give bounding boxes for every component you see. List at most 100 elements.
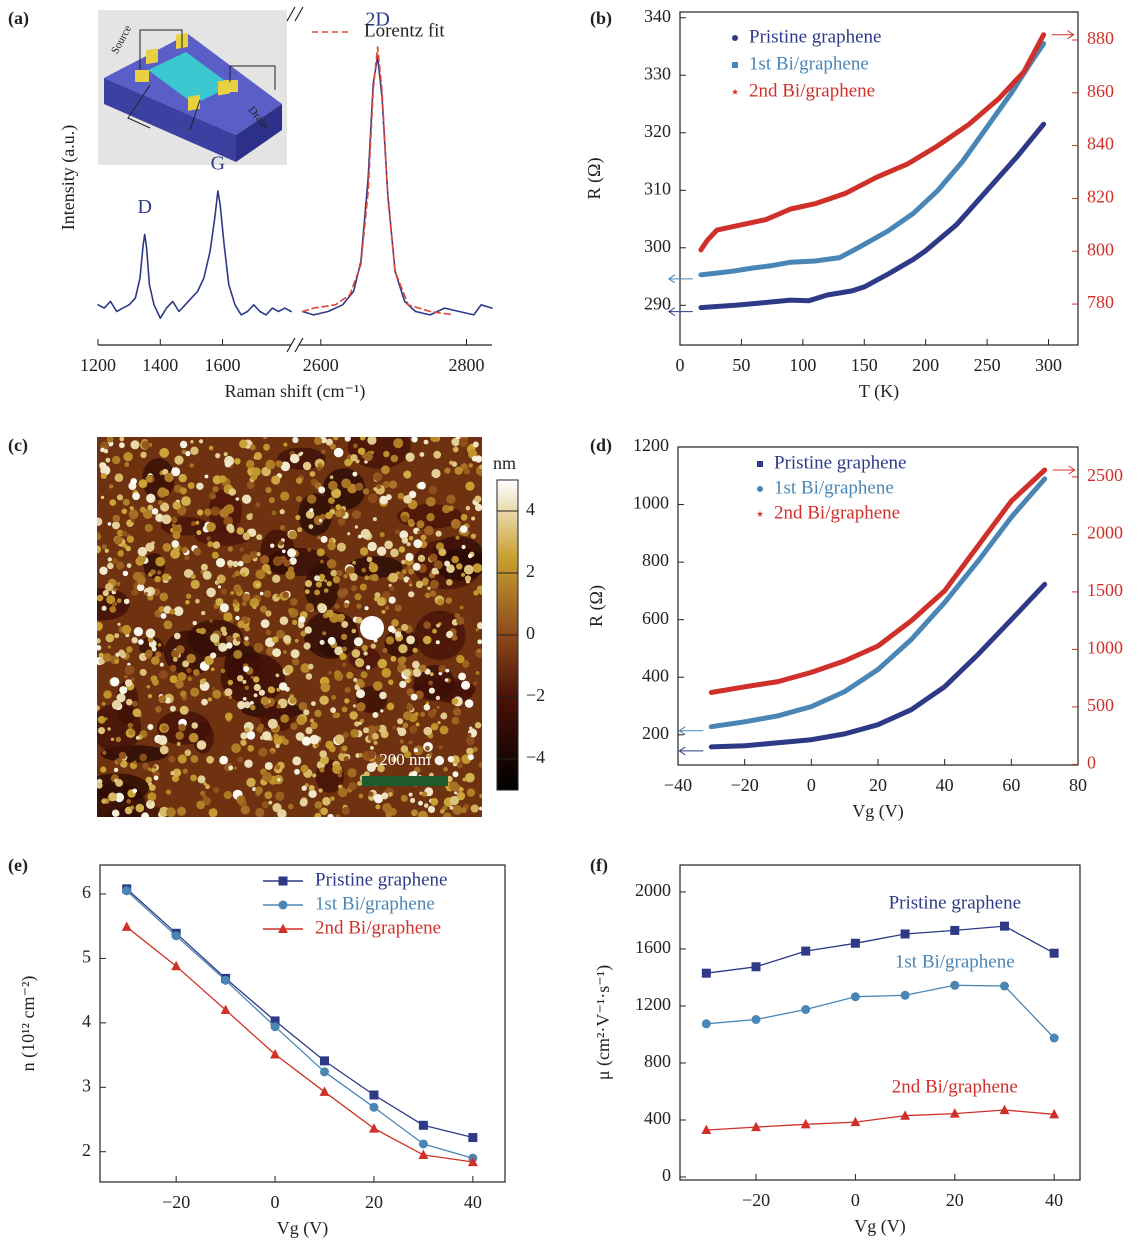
afm-grain — [114, 633, 120, 639]
y-tick-label: 2000 — [635, 880, 671, 900]
marker — [320, 1067, 330, 1077]
afm-grain — [170, 770, 175, 776]
afm-grain — [412, 647, 418, 653]
afm-grain — [322, 797, 331, 806]
afm-grain — [354, 525, 359, 529]
afm-grain — [109, 606, 117, 613]
afm-grain — [108, 792, 118, 802]
afm-grain — [452, 446, 459, 453]
afm-grain — [327, 813, 334, 817]
afm-grain — [426, 754, 431, 759]
afm-grain — [388, 572, 399, 583]
afm-grain — [391, 756, 397, 763]
afm-grain — [456, 655, 465, 664]
afm-grain — [379, 495, 389, 505]
afm-grain — [417, 530, 421, 535]
afm-grain — [405, 452, 415, 462]
afm-grain — [223, 612, 233, 622]
afm-grain — [105, 457, 111, 463]
afm-valley — [413, 664, 455, 700]
afm-grain — [403, 470, 412, 479]
afm-grain — [291, 658, 300, 666]
afm-grain — [260, 619, 270, 628]
y-tick-label: 3 — [82, 1075, 91, 1095]
afm-grain — [120, 760, 128, 768]
series-line — [705, 925, 1055, 974]
x-tick-label: 0 — [271, 1192, 280, 1212]
afm-grain — [415, 580, 424, 589]
afm-grain — [172, 768, 182, 777]
afm-grain — [401, 623, 409, 632]
afm-grain — [320, 807, 329, 816]
afm-grain — [355, 658, 365, 668]
afm-grain — [314, 589, 320, 596]
afm-grain — [294, 768, 300, 775]
colorbar-tick-label: 4 — [526, 499, 535, 519]
afm-grain — [330, 707, 336, 714]
afm-grain — [197, 775, 206, 784]
y-tick-label: 600 — [642, 608, 669, 628]
y-tick-label: 400 — [644, 1108, 671, 1128]
afm-grain — [454, 613, 460, 619]
marker — [949, 1108, 960, 1118]
afm-grain — [402, 722, 409, 729]
afm-grain — [158, 606, 165, 613]
afm-grain — [290, 722, 298, 730]
afm-grain — [339, 769, 343, 774]
afm-grain — [329, 538, 333, 543]
afm-grain — [123, 598, 130, 605]
afm-grain — [341, 662, 347, 668]
afm-grain — [174, 455, 184, 465]
afm-grain — [277, 778, 281, 782]
afm-grain — [440, 712, 448, 720]
y2-tick-label: 840 — [1087, 134, 1114, 154]
marker — [751, 1015, 761, 1025]
afm-grain — [451, 716, 460, 725]
afm-grain — [254, 452, 262, 460]
marker — [467, 1156, 478, 1167]
afm-grain — [411, 437, 418, 443]
afm-grain — [220, 626, 227, 633]
afm-grain — [126, 535, 134, 543]
afm-grain — [98, 652, 104, 658]
afm-grain — [448, 505, 454, 512]
y-tick-label: 400 — [642, 665, 669, 685]
afm-grain — [244, 685, 249, 690]
afm-grain — [144, 591, 148, 596]
afm-image — [97, 437, 482, 817]
afm-grain — [329, 475, 334, 480]
peak-label: G — [211, 152, 225, 174]
afm-grain — [107, 727, 111, 731]
legend-label: 1st Bi/graphene — [774, 477, 894, 498]
marker — [751, 1121, 761, 1132]
afm-grain — [359, 547, 369, 556]
afm-grain — [102, 590, 109, 597]
afm-grain — [449, 805, 454, 810]
afm-grain — [280, 714, 290, 723]
afm-grain — [208, 808, 218, 817]
afm-grain — [161, 514, 172, 525]
afm-grain — [344, 686, 351, 694]
afm-grain — [344, 698, 350, 704]
afm-grain — [446, 775, 453, 783]
series-line — [301, 46, 455, 316]
afm-grain — [100, 447, 105, 453]
afm-grain — [357, 534, 362, 539]
y2-tick-label: 820 — [1087, 187, 1114, 207]
afm-grain — [411, 809, 418, 817]
afm-grain — [399, 680, 407, 689]
afm-grain — [335, 814, 341, 817]
afm-grain — [318, 573, 325, 581]
afm-grain — [370, 643, 376, 649]
afm-grain — [181, 496, 191, 506]
afm-grain — [439, 725, 449, 735]
afm-grain — [427, 586, 431, 591]
afm-grain — [305, 727, 313, 735]
afm-grain — [313, 515, 324, 525]
afm-grain — [273, 733, 280, 740]
series-line — [708, 581, 1048, 750]
afm-grain — [341, 646, 347, 652]
afm-grain — [265, 610, 272, 617]
afm-grain — [423, 621, 431, 629]
afm-grain — [401, 537, 409, 544]
